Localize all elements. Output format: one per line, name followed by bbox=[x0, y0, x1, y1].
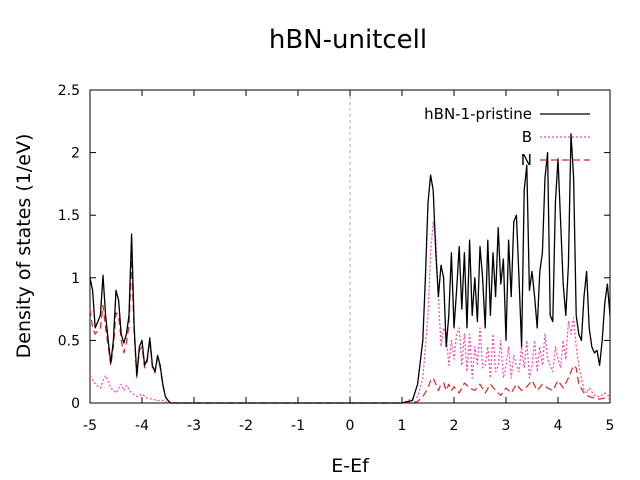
x-tick-label: -5 bbox=[83, 418, 97, 434]
legend-label: hBN-1-pristine bbox=[424, 105, 532, 123]
y-tick-label: 1 bbox=[71, 271, 80, 287]
series-line-b bbox=[89, 220, 611, 404]
series-line-n bbox=[89, 258, 611, 404]
series-layer bbox=[89, 133, 611, 404]
axis-ticks: -5 -4 -3 -2 -1 0 1 2 3 4 5 0 0.5 1 1.5 2 2.5 bbox=[58, 83, 615, 434]
chart-title: hBN-unitcell bbox=[269, 25, 427, 55]
series-line-hbn-1-pristine bbox=[89, 133, 611, 404]
x-tick-label: -1 bbox=[291, 418, 305, 434]
x-tick-label: 0 bbox=[346, 418, 355, 434]
y-tick-label: 0 bbox=[71, 396, 80, 412]
x-tick-label: -2 bbox=[239, 418, 253, 434]
x-tick-label: 4 bbox=[554, 418, 563, 434]
y-tick-label: 1.5 bbox=[58, 208, 80, 224]
x-tick-label: -4 bbox=[135, 418, 149, 434]
y-tick-label: 2 bbox=[71, 146, 80, 162]
x-axis-label: E-Ef bbox=[331, 455, 370, 477]
legend-label: B bbox=[522, 128, 532, 146]
y-tick-label: 2.5 bbox=[58, 83, 80, 99]
x-tick-label: -3 bbox=[187, 418, 201, 434]
x-tick-label: 5 bbox=[606, 418, 615, 434]
legend-label: N bbox=[521, 151, 532, 169]
y-axis-label: Density of states (1/eV) bbox=[13, 134, 35, 359]
x-tick-label: 1 bbox=[398, 418, 407, 434]
y-tick-label: 0.5 bbox=[58, 333, 80, 349]
plot-area: -5 -4 -3 -2 -1 0 1 2 3 4 5 0 0.5 1 1.5 2 2.5 bbox=[58, 83, 615, 434]
legend: hBN-1-pristine BN bbox=[424, 105, 590, 169]
x-tick-label: 2 bbox=[450, 418, 459, 434]
x-tick-label: 3 bbox=[502, 418, 511, 434]
